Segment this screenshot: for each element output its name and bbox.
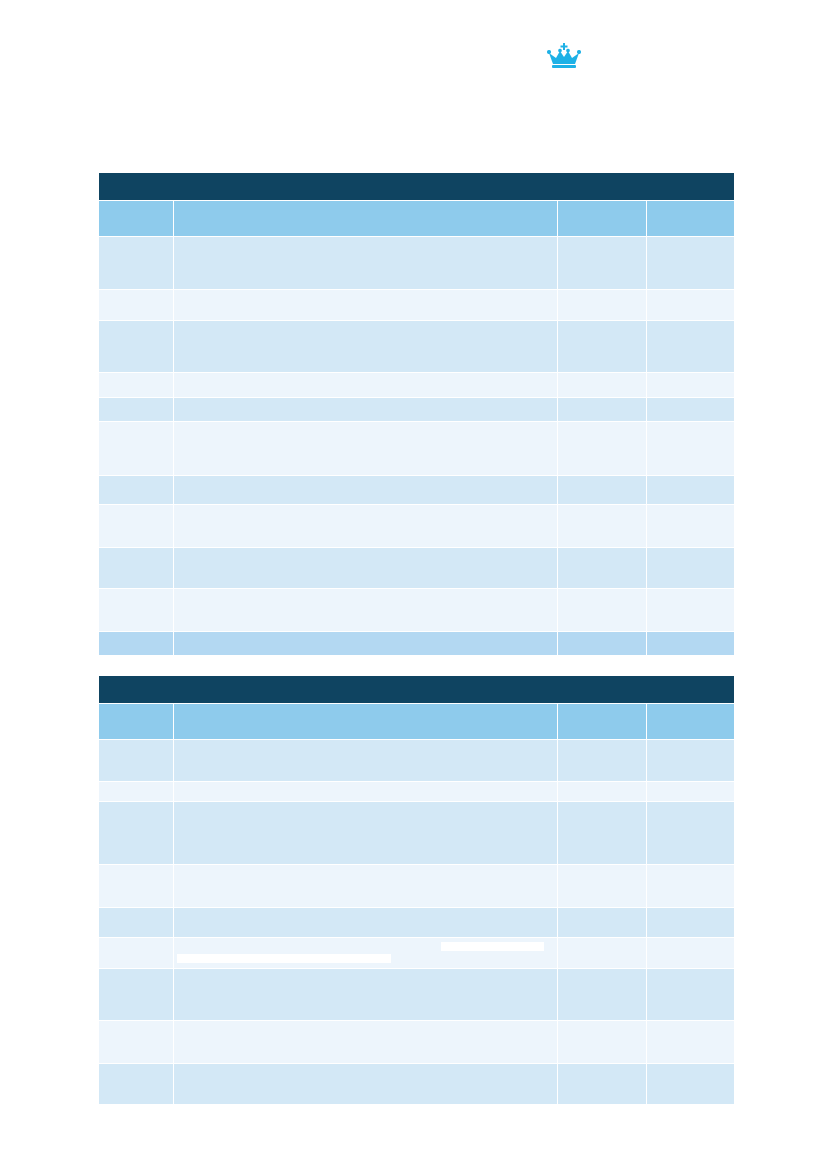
table-title-bar	[99, 173, 734, 200]
table-header-row	[99, 704, 734, 739]
table-row	[99, 398, 734, 421]
table-row	[99, 802, 734, 864]
table-title-bar	[99, 676, 734, 703]
table-row	[99, 969, 734, 1020]
table-row	[99, 1064, 734, 1104]
table-row	[99, 1021, 734, 1063]
table-row	[99, 290, 734, 320]
table-row	[99, 908, 734, 937]
table-row	[99, 476, 734, 504]
redaction-box	[441, 942, 544, 951]
redaction-box	[177, 954, 391, 963]
table-row	[99, 740, 734, 781]
table-row	[99, 321, 734, 372]
table-row	[99, 589, 734, 631]
table-row	[99, 505, 734, 547]
table-row	[99, 373, 734, 397]
tables	[99, 173, 734, 1104]
table-header-row	[99, 201, 734, 236]
table-row	[99, 237, 734, 289]
table-row	[99, 782, 734, 801]
table-row	[99, 865, 734, 907]
table-row	[99, 548, 734, 588]
crown-logo	[547, 43, 581, 68]
table-row	[99, 422, 734, 475]
table-row	[99, 938, 734, 968]
table-row	[99, 632, 734, 655]
